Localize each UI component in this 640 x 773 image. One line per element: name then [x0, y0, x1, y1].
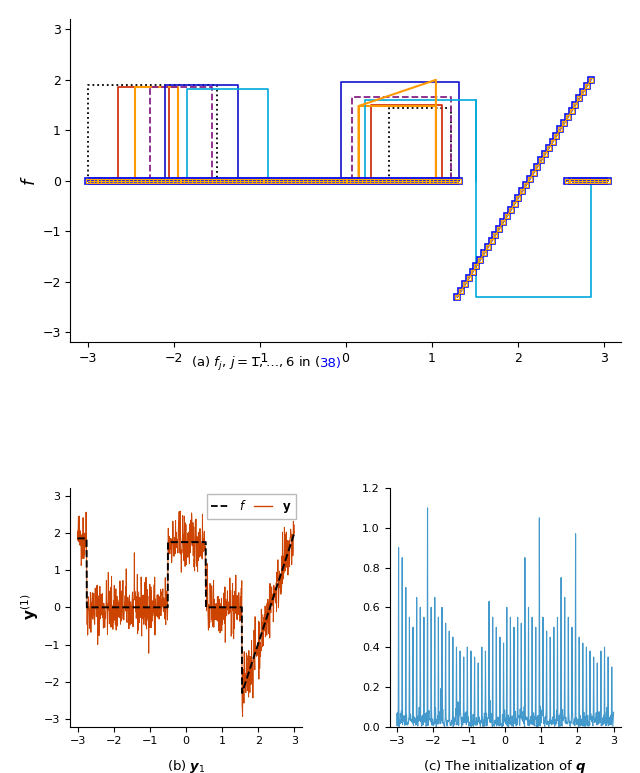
Text: 38): 38) [320, 357, 342, 370]
Text: (a) $f_j,\, j=1,\ldots,6$ in (: (a) $f_j,\, j=1,\ldots,6$ in ( [191, 356, 320, 373]
Y-axis label: f: f [20, 178, 38, 184]
Legend: $f$, $\mathbf{y}$: $f$, $\mathbf{y}$ [207, 494, 296, 519]
Y-axis label: $\mathbf{y}^{(1)}$: $\mathbf{y}^{(1)}$ [20, 594, 42, 621]
Text: (b) $\boldsymbol{y}_1$: (b) $\boldsymbol{y}_1$ [166, 758, 205, 773]
Text: (c) The initialization of $\boldsymbol{q}$: (c) The initialization of $\boldsymbol{q… [424, 758, 587, 773]
